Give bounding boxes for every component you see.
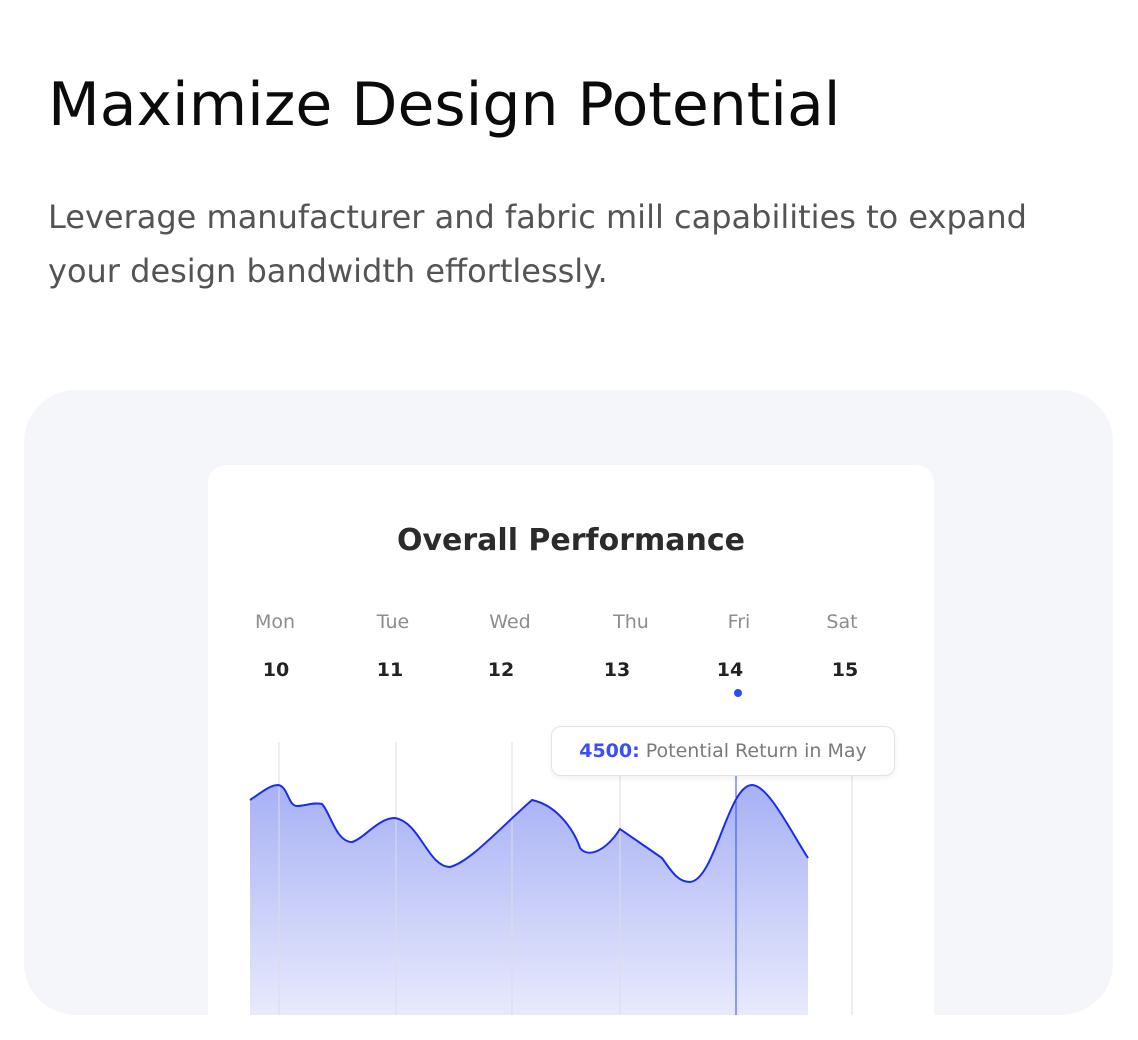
date-10[interactable]: 10: [262, 659, 290, 681]
chart-line: [249, 783, 809, 884]
chart-area-fill: [250, 785, 808, 1015]
tooltip-separator: :: [632, 740, 640, 762]
date-14[interactable]: 14: [716, 659, 744, 681]
page-subtitle: Leverage manufacturer and fabric mill ca…: [48, 198, 1027, 290]
day-label-tue[interactable]: Tue: [376, 611, 410, 633]
day-label-mon[interactable]: Mon: [254, 611, 296, 633]
selected-day-indicator: [734, 689, 742, 697]
card-title: Overall Performance: [396, 523, 746, 558]
day-label-wed[interactable]: Wed: [489, 611, 531, 633]
performance-card: Overall Performance Mon Tue Wed Thu Fri …: [208, 465, 934, 1040]
chart-tooltip: 4500: Potential Return in May: [551, 726, 895, 776]
date-15[interactable]: 15: [831, 659, 859, 681]
date-11[interactable]: 11: [376, 659, 404, 681]
day-label-sat[interactable]: Sat: [826, 611, 858, 633]
date-13[interactable]: 13: [603, 659, 631, 681]
day-label-thu[interactable]: Thu: [613, 611, 649, 633]
tooltip-label: Potential Return in May: [639, 740, 867, 762]
date-12[interactable]: 12: [487, 659, 515, 681]
performance-chart: [249, 742, 853, 1015]
day-label-fri[interactable]: Fri: [727, 611, 751, 633]
page-title: Maximize Design Potential: [48, 70, 841, 140]
tooltip-value: 4500: [579, 740, 633, 762]
